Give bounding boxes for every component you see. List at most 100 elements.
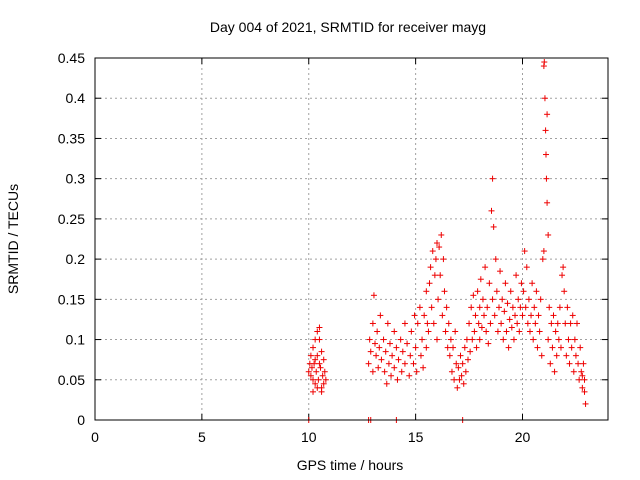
data-point bbox=[456, 376, 463, 383]
data-point bbox=[401, 360, 408, 367]
data-point bbox=[457, 352, 464, 359]
data-point bbox=[571, 336, 578, 343]
data-point bbox=[472, 312, 479, 319]
data-point bbox=[365, 360, 372, 367]
data-point bbox=[311, 360, 318, 367]
plot-frame bbox=[94, 57, 609, 421]
data-point bbox=[395, 356, 402, 363]
data-point bbox=[307, 352, 314, 359]
data-point bbox=[416, 304, 423, 311]
data-point bbox=[548, 320, 555, 327]
data-point bbox=[307, 372, 314, 379]
data-point bbox=[419, 336, 426, 343]
y-tick-label: 0.45 bbox=[58, 50, 85, 66]
data-point bbox=[549, 344, 556, 351]
data-point bbox=[398, 368, 405, 375]
data-point bbox=[491, 312, 498, 319]
data-point bbox=[320, 356, 327, 363]
data-point bbox=[559, 272, 566, 279]
data-point bbox=[474, 288, 481, 295]
data-point bbox=[563, 352, 570, 359]
data-point bbox=[429, 248, 436, 255]
data-point bbox=[305, 368, 312, 375]
data-point bbox=[393, 344, 400, 351]
data-point bbox=[577, 344, 584, 351]
data-point bbox=[401, 320, 408, 327]
data-point bbox=[372, 340, 379, 347]
data-point bbox=[524, 320, 531, 327]
data-point bbox=[500, 336, 507, 343]
data-point bbox=[381, 368, 388, 375]
data-point bbox=[576, 376, 583, 383]
data-point bbox=[378, 356, 385, 363]
data-point bbox=[443, 304, 450, 311]
data-point bbox=[451, 376, 458, 383]
data-point bbox=[320, 380, 327, 387]
data-point bbox=[424, 320, 431, 327]
data-point bbox=[317, 364, 324, 371]
data-point bbox=[319, 372, 326, 379]
data-point bbox=[521, 248, 528, 255]
data-point bbox=[308, 364, 315, 371]
data-point bbox=[525, 296, 532, 303]
data-point bbox=[385, 360, 392, 367]
data-point bbox=[467, 348, 474, 355]
data-point bbox=[310, 376, 317, 383]
data-point bbox=[499, 296, 506, 303]
data-point bbox=[501, 308, 508, 315]
data-point bbox=[532, 320, 539, 327]
data-point bbox=[437, 272, 444, 279]
data-point bbox=[432, 256, 439, 263]
x-tick-label: 5 bbox=[198, 429, 206, 445]
data-point bbox=[468, 304, 475, 311]
data-point bbox=[463, 336, 470, 343]
data-point bbox=[572, 352, 579, 359]
data-point bbox=[366, 336, 373, 343]
data-point bbox=[426, 280, 433, 287]
data-point bbox=[503, 328, 510, 335]
data-point bbox=[459, 360, 466, 367]
data-point bbox=[515, 296, 522, 303]
y-axis-label: SRMTID / TECUs bbox=[5, 184, 21, 294]
data-point bbox=[420, 364, 427, 371]
data-point bbox=[509, 304, 516, 311]
data-point bbox=[489, 296, 496, 303]
data-point bbox=[567, 320, 574, 327]
data-point bbox=[376, 344, 383, 351]
data-point bbox=[502, 280, 509, 287]
x-tick-label: 10 bbox=[301, 429, 317, 445]
data-point bbox=[570, 368, 577, 375]
data-point bbox=[483, 328, 490, 335]
data-point bbox=[442, 328, 449, 335]
data-point bbox=[321, 368, 328, 375]
data-point bbox=[375, 364, 382, 371]
data-point bbox=[373, 352, 380, 359]
data-point bbox=[543, 175, 550, 182]
data-point bbox=[487, 320, 494, 327]
data-point bbox=[528, 312, 535, 319]
data-point bbox=[529, 280, 536, 287]
data-point bbox=[498, 320, 505, 327]
data-point bbox=[386, 340, 393, 347]
data-point bbox=[407, 352, 414, 359]
data-point bbox=[310, 344, 317, 351]
data-point bbox=[314, 384, 321, 391]
y-tick-label: 0.2 bbox=[66, 251, 86, 267]
data-point bbox=[444, 344, 451, 351]
data-point bbox=[553, 352, 560, 359]
data-point bbox=[523, 264, 530, 271]
data-point bbox=[318, 388, 325, 395]
data-point bbox=[578, 368, 585, 375]
data-point bbox=[413, 368, 420, 375]
data-point bbox=[406, 372, 413, 379]
data-point bbox=[399, 348, 406, 355]
data-point bbox=[486, 280, 493, 287]
data-point bbox=[544, 199, 551, 206]
data-point bbox=[316, 360, 323, 367]
data-point bbox=[314, 328, 321, 335]
data-point bbox=[441, 288, 448, 295]
data-point bbox=[482, 264, 489, 271]
data-point bbox=[475, 320, 482, 327]
data-point bbox=[569, 312, 576, 319]
